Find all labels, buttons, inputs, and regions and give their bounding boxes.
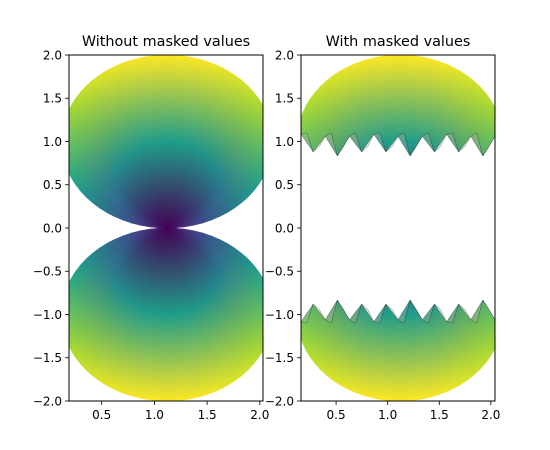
masked-edge-triangle <box>458 136 471 153</box>
masked-edge-triangle <box>446 304 459 324</box>
x-tick-label: 1.5 <box>198 408 217 422</box>
y-tick-label: −0.5 <box>265 265 294 279</box>
y-tick-label: 0.5 <box>43 178 62 192</box>
masked-edge-triangle <box>373 304 387 324</box>
masked-edge-triangle <box>434 303 447 322</box>
y-tick-label: −1.0 <box>265 308 294 322</box>
lobe-lower <box>69 227 263 401</box>
y-tick-label: −2.0 <box>265 394 294 408</box>
masked-edge-triangle <box>301 132 314 152</box>
masked-edge-triangle <box>397 132 411 157</box>
y-tick-label: 1.5 <box>275 92 294 106</box>
masked-edge-triangle <box>458 303 471 320</box>
masked-edge-triangle <box>470 132 484 157</box>
x-axis: 0.5 1.0 1.5 2.0 <box>327 401 500 422</box>
masked-edge-triangle <box>349 132 362 153</box>
x-tick-label: 0.5 <box>327 408 346 422</box>
subplot-without-masked-values: Without masked values 0.5 1.0 1.5 2.0 −2.0−… <box>33 34 270 422</box>
mesh-triangle <box>166 148 263 229</box>
subplot-title: With masked values <box>326 34 471 50</box>
masked-edge-triangle <box>482 299 495 320</box>
x-tick-label: 2.0 <box>250 408 269 422</box>
y-tick-label: −1.5 <box>265 351 294 365</box>
masked-edge-triangle <box>482 136 495 157</box>
y-tick-label: 1.5 <box>43 92 62 106</box>
masked-edge-triangle <box>446 132 459 152</box>
lobe-upper <box>69 55 263 229</box>
x-axis: 0.5 1.0 1.5 2.0 <box>92 401 269 422</box>
y-tick-label: 2.0 <box>275 48 294 62</box>
masked-edge-triangle <box>337 136 350 157</box>
y-axis: −2.0 −1.5 −1.0 −0.5 0.0 0.5 1.0 1.5 2.0 <box>33 48 69 408</box>
y-tick-label: 1.0 <box>43 135 62 149</box>
y-tick-label: −1.0 <box>33 308 62 322</box>
masked-edge-triangle <box>373 132 387 152</box>
y-tick-label: −2.0 <box>33 394 62 408</box>
masked-edge-triangle <box>361 134 374 153</box>
y-tick-label: 0.0 <box>275 221 294 235</box>
masked-edge-triangle <box>421 132 435 153</box>
masked-band <box>301 157 495 299</box>
y-tick-label: −1.5 <box>33 351 62 365</box>
x-tick-label: 1.5 <box>430 408 449 422</box>
x-tick-label: 0.5 <box>92 408 111 422</box>
masked-edge-triangle <box>349 303 362 324</box>
masked-edge-triangle <box>397 299 411 324</box>
y-tick-label: −0.5 <box>33 265 62 279</box>
y-tick-label: 0.5 <box>275 178 294 192</box>
masked-edge-triangle <box>337 299 350 320</box>
x-tick-label: 1.0 <box>145 408 164 422</box>
x-tick-label: 2.0 <box>481 408 500 422</box>
subplot-title: Without masked values <box>82 34 250 50</box>
masked-edge-triangle <box>361 303 374 322</box>
plot-area <box>301 55 495 401</box>
plot-area <box>69 55 263 401</box>
y-tick-label: 1.0 <box>275 135 294 149</box>
x-tick-label: 1.0 <box>378 408 397 422</box>
subplot-with-masked-values: With masked values 0.5 1.0 1.5 2.0 −2.0 −1.5… <box>265 34 501 422</box>
masked-edge-triangle <box>324 299 338 324</box>
mesh-triangle <box>166 227 263 315</box>
y-axis: −2.0 −1.5 −1.0 −0.5 0.0 0.5 1.0 1.5 2.0 <box>265 48 301 408</box>
masked-edge-triangle <box>470 299 484 324</box>
masked-edge-triangle <box>324 132 338 157</box>
masked-edge-triangle <box>385 136 399 153</box>
masked-edge-triangle <box>409 299 423 320</box>
masked-edge-triangle <box>312 136 326 153</box>
masked-edge-triangle <box>421 303 435 324</box>
masked-edge-triangle <box>301 304 314 324</box>
y-tick-label: 2.0 <box>43 48 62 62</box>
masked-edge-triangle <box>385 303 399 320</box>
y-tick-label: 0.0 <box>43 221 62 235</box>
masked-edge-triangle <box>409 136 423 157</box>
masked-edge-triangle <box>312 303 326 320</box>
masked-edge-triangle <box>434 134 447 153</box>
